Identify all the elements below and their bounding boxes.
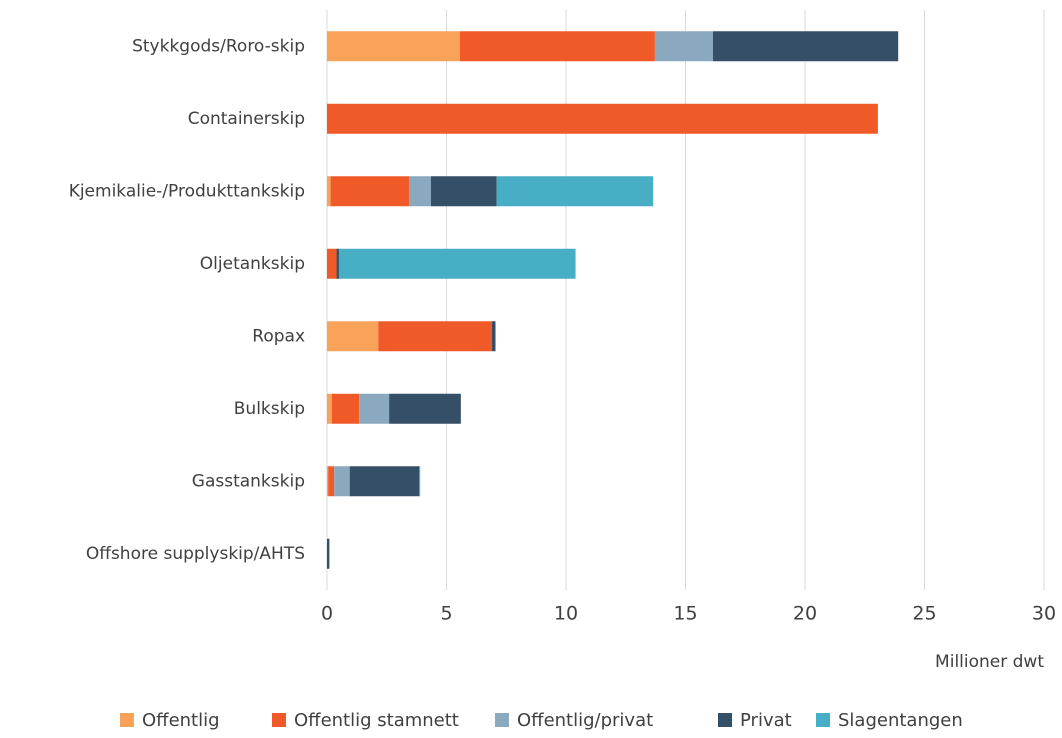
bar-segment (327, 248, 337, 279)
bar-segment (459, 31, 655, 62)
x-tick-label: 25 (912, 603, 936, 625)
x-tick-label: 0 (321, 603, 333, 625)
bar-segment (654, 31, 713, 62)
legend-swatch (120, 713, 134, 727)
x-axis-label: Millioner dwt (935, 652, 1044, 672)
x-tick-label: 15 (673, 603, 697, 625)
y-tick-label: Stykkgods/Roro-skip (132, 36, 305, 56)
bar-segment (327, 321, 379, 352)
bar-segment (327, 103, 878, 134)
legend-label: Offentlig/privat (517, 710, 653, 731)
legend-swatch (816, 713, 830, 727)
bar-segment (327, 393, 332, 424)
y-tick-label: Bulkskip (234, 399, 305, 419)
bar-segment (408, 176, 431, 207)
bar-segment (419, 466, 421, 497)
y-tick-label: Ropax (252, 326, 305, 346)
bar-segment (389, 393, 461, 424)
x-tick-label: 30 (1032, 603, 1056, 625)
bar-segment (359, 393, 390, 424)
bar-segment (336, 248, 339, 279)
bar-segment (491, 321, 496, 352)
bar-segment (378, 321, 492, 352)
y-tick-label: Gasstankskip (192, 471, 305, 491)
bar-segment (327, 466, 329, 497)
bar-segment (331, 393, 360, 424)
bar-segment (338, 248, 576, 279)
bar-segment (327, 176, 331, 207)
bar-segment (327, 538, 330, 569)
legend-swatch (272, 713, 286, 727)
bar-segment (430, 176, 497, 207)
legend-label: Slagentangen (838, 710, 963, 731)
x-tick-label: 5 (440, 603, 452, 625)
bar-segment (334, 466, 350, 497)
bar-segment (327, 31, 460, 62)
y-tick-label: Oljetankskip (200, 254, 305, 274)
y-tick-label: Offshore supplyskip/AHTS (86, 544, 305, 564)
bar-segment (496, 176, 654, 207)
legend-swatch (718, 713, 732, 727)
x-tick-label: 10 (554, 603, 578, 625)
x-tick-label: 20 (793, 603, 817, 625)
legend-label: Offentlig stamnett (294, 710, 459, 731)
bar-segment (328, 466, 335, 497)
bar-segment (712, 31, 899, 62)
bar-segment (349, 466, 420, 497)
y-tick-label: Kjemikalie-/Produkttankskip (69, 181, 305, 201)
bar-segment (330, 176, 409, 207)
legend-swatch (495, 713, 509, 727)
legend-label: Offentlig (142, 710, 220, 731)
y-tick-label: Containerskip (188, 109, 305, 129)
legend-label: Privat (740, 710, 792, 731)
